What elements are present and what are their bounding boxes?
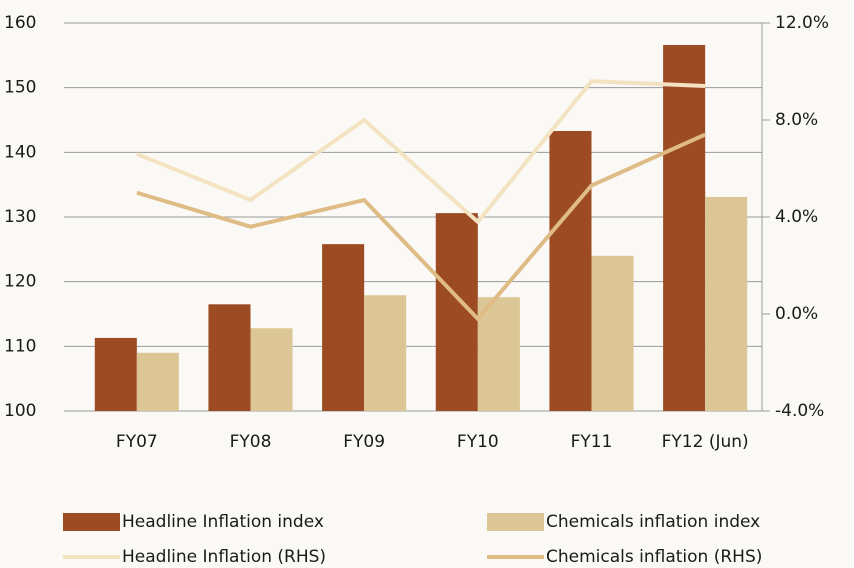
legend-label: Headline Inflation index	[122, 512, 324, 532]
y-tick-label: 130	[4, 207, 36, 227]
legend-swatch	[63, 513, 120, 531]
bar	[94, 337, 137, 411]
x-tick-label: FY07	[116, 432, 158, 452]
bar	[208, 304, 251, 411]
bar	[136, 352, 179, 411]
y-tick-label: 160	[4, 13, 36, 33]
x-tick-label: FY08	[230, 432, 272, 452]
legend-swatch	[487, 513, 544, 531]
x-tick-label: FY09	[343, 432, 385, 452]
bar	[705, 196, 748, 411]
bar	[477, 297, 520, 411]
bar	[322, 244, 365, 411]
y2-tick-label: 8.0%	[775, 110, 818, 130]
y-tick-label: 150	[4, 78, 36, 98]
x-tick-label: FY12 (Jun)	[662, 432, 749, 452]
bar	[364, 295, 407, 411]
legend-label: Chemicals inflation index	[546, 512, 760, 532]
y2-tick-label: -4.0%	[775, 401, 824, 421]
x-tick-label: FY11	[571, 432, 613, 452]
bar	[663, 44, 706, 412]
legend-label: Headline Inflation (RHS)	[122, 547, 326, 567]
line	[136, 132, 706, 322]
y-tick-label: 120	[4, 272, 36, 292]
legend-label: Chemicals inflation (RHS)	[546, 547, 762, 567]
y2-tick-label: 12.0%	[775, 13, 829, 33]
line	[136, 79, 706, 225]
y-tick-label: 100	[4, 401, 36, 421]
y2-tick-label: 4.0%	[775, 207, 818, 227]
bar	[250, 328, 293, 411]
y2-tick-label: 0.0%	[775, 304, 818, 324]
bar	[591, 255, 634, 411]
x-tick-label: FY10	[457, 432, 499, 452]
y-tick-label: 110	[4, 336, 36, 356]
y-tick-label: 140	[4, 142, 36, 162]
bar	[549, 130, 592, 411]
